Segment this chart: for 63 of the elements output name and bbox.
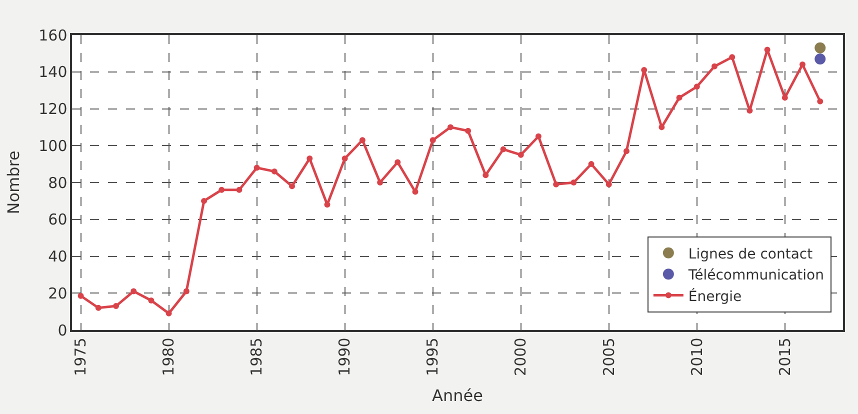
y-tick-label: 120 [38,100,68,118]
point [814,42,826,54]
point [712,63,718,70]
legend-label: Lignes de contact [688,246,814,262]
point [148,298,154,304]
x-tick-label: 1990 [336,338,354,376]
x-tick-label: 1995 [424,338,442,376]
y-tick-label: 80 [48,174,68,192]
point [95,304,102,311]
point [218,186,225,193]
y-tick-label: 60 [48,210,68,229]
point [359,137,366,144]
point [447,124,454,130]
x-tick-label: 1980 [160,338,178,376]
point [500,146,506,152]
point [729,54,736,60]
x-axis-title: Année [432,386,483,406]
point [606,181,612,188]
y-tick-label: 0 [58,321,68,340]
point [113,303,120,310]
point [201,198,208,204]
y-tick-label: 20 [48,284,68,302]
y-tick-label: 160 [38,26,68,44]
point [553,181,560,188]
x-tick-label: 2005 [600,338,618,376]
x-tick-label: 1975 [72,338,90,376]
point [254,164,260,171]
point [78,292,84,299]
x-tick-label: 2000 [512,338,530,376]
point [694,84,700,90]
point [271,168,278,174]
legend-label: Énergie [688,288,742,305]
point [570,180,577,186]
x-tick-label: 1985 [248,338,266,376]
point [817,98,824,104]
point [377,180,384,186]
y-axis-title: Nombre [4,150,24,214]
y-tick-label: 40 [48,248,68,266]
point [289,183,296,190]
x-tick-label: 2010 [688,338,706,376]
point [306,156,313,162]
point [166,310,172,316]
point [236,186,242,193]
point [588,161,594,168]
y-tick-label: 140 [38,63,68,82]
point [482,172,489,178]
point [183,288,190,294]
legend-label: Télécommunication [687,268,824,284]
x-tick-label: 2015 [776,338,794,376]
point [623,148,630,154]
point [746,108,753,114]
point [412,188,418,195]
point [342,156,348,162]
y-tick-label: 100 [38,136,68,155]
point [394,159,401,166]
point [430,137,436,144]
point [676,94,682,101]
point [814,53,826,64]
point [535,133,542,140]
point [465,128,472,134]
point [800,62,806,68]
point [130,288,137,294]
point [518,152,524,158]
